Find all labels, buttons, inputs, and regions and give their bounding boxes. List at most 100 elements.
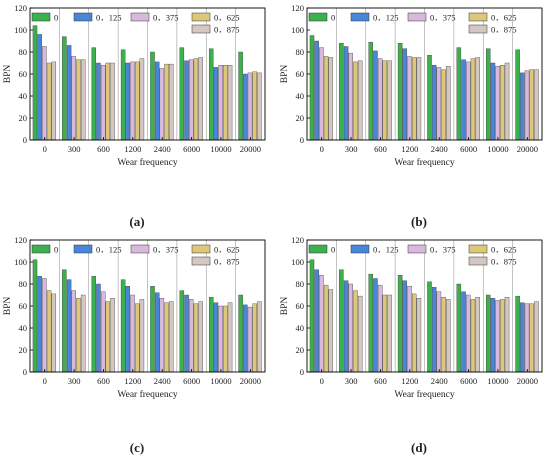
x-axis-title: Wear frequency — [117, 157, 177, 168]
bar-1200-series-2 — [407, 56, 412, 141]
bar-2400-series-1 — [431, 65, 437, 141]
bar-20000-series-4 — [257, 301, 262, 373]
bar-600-series-4 — [387, 60, 392, 141]
bar-0-series-3 — [46, 290, 52, 373]
bar-0-series-3 — [323, 284, 329, 373]
bar-0-series-0 — [32, 259, 38, 373]
bar-2400-series-2 — [436, 291, 442, 373]
y-tick-label: 0 — [300, 135, 304, 145]
bar-0-series-4 — [51, 61, 57, 141]
bar-6000-series-3 — [193, 303, 199, 373]
panel-label: (d) — [411, 440, 427, 455]
bar-600-series-0 — [91, 276, 96, 373]
x-tick-label: 0 — [320, 376, 324, 386]
bar-0-series-0 — [32, 25, 38, 141]
legend-swatch-4 — [468, 256, 488, 266]
bar-0-series-3 — [46, 62, 52, 141]
x-tick-label: 300 — [68, 144, 81, 154]
legend-label-4: 0．875 — [214, 257, 240, 267]
y-axis-title: BPN — [3, 65, 13, 84]
legend-label-2: 0．375 — [430, 13, 456, 23]
bar-600-series-4 — [110, 62, 115, 141]
y-tick-label: 100 — [291, 25, 304, 35]
bar-0-series-2 — [319, 47, 324, 141]
bar-10000-series-4 — [504, 62, 510, 141]
bar-20000-series-1 — [520, 72, 525, 141]
bar-6000-series-3 — [470, 299, 476, 373]
y-tick-label: 120 — [14, 235, 27, 245]
bar-1200-series-2 — [130, 61, 135, 141]
bar-10000-series-1 — [490, 62, 496, 141]
x-tick-label: 300 — [68, 376, 81, 386]
legend-swatch-0 — [308, 12, 328, 22]
bar-300-series-2 — [348, 283, 353, 373]
x-tick-label: 0 — [43, 376, 47, 386]
bar-10000-series-0 — [486, 294, 491, 373]
bar-0-series-1 — [37, 276, 42, 373]
bar-300-series-2 — [71, 56, 76, 141]
legend-swatch-0 — [308, 244, 328, 254]
bar-300-series-0 — [62, 269, 67, 373]
bar-6000-series-1 — [184, 60, 189, 141]
legend-label-4: 0．875 — [214, 25, 240, 35]
y-tick-label: 40 — [19, 91, 28, 101]
bar-600-series-3 — [382, 294, 388, 373]
y-tick-label: 60 — [19, 301, 28, 311]
bar-600-series-0 — [368, 41, 373, 141]
legend-label-3: 0．625 — [214, 245, 240, 255]
bar-20000-series-0 — [515, 49, 520, 141]
bar-2400-series-2 — [159, 298, 165, 373]
bar-1200-series-0 — [120, 279, 126, 373]
bar-600-series-0 — [368, 273, 373, 373]
legend: 0 0．125 0．375 0．625 0．875 — [31, 245, 240, 267]
bar-20000-series-2 — [524, 70, 530, 141]
legend-swatch-1 — [73, 12, 93, 22]
y-tick-label: 40 — [296, 323, 305, 333]
bar-2400-series-0 — [150, 286, 155, 373]
bar-20000-series-3 — [529, 69, 534, 141]
x-tick-label: 10000 — [487, 144, 508, 154]
bar-1200-series-2 — [407, 286, 412, 373]
panel-label: (b) — [411, 214, 427, 229]
bar-6000-series-1 — [461, 59, 466, 141]
x-tick-label: 20000 — [240, 144, 261, 154]
legend-label-2: 0．375 — [153, 245, 179, 255]
bar-600-series-1 — [373, 278, 378, 373]
bar-20000-series-4 — [257, 72, 262, 141]
bar-2400-series-3 — [441, 297, 446, 373]
bar-0-series-1 — [314, 269, 319, 373]
bar-6000-series-2 — [189, 59, 194, 141]
bar-2400-series-0 — [427, 281, 432, 373]
y-tick-label: 20 — [296, 345, 305, 355]
bar-600-series-1 — [96, 283, 101, 373]
legend-label-1: 0．125 — [96, 13, 122, 23]
x-tick-label: 2400 — [154, 144, 171, 154]
bar-20000-series-2 — [247, 306, 253, 373]
x-tick-label: 2400 — [431, 376, 448, 386]
bar-20000-series-3 — [252, 71, 257, 141]
bar-0-series-3 — [323, 56, 329, 141]
bar-600-series-1 — [96, 62, 101, 141]
bar-300-series-3 — [353, 61, 358, 141]
legend: 0 0．125 0．375 0．625 0．875 — [31, 12, 240, 35]
bar-0-series-0 — [309, 259, 315, 373]
bar-2400-series-2 — [436, 67, 442, 141]
y-tick-label: 0 — [23, 367, 27, 377]
bar-2400-series-1 — [154, 61, 160, 141]
bar-6000-series-4 — [198, 301, 203, 373]
bar-10000-series-2 — [495, 300, 500, 373]
bar-300-series-2 — [71, 290, 76, 373]
x-tick-label: 6000 — [460, 144, 477, 154]
bar-0-series-0 — [309, 35, 315, 141]
y-tick-label: 100 — [291, 257, 304, 267]
bar-6000-series-0 — [179, 290, 185, 373]
legend: 0 0．125 0．375 0．625 0．875 — [308, 244, 517, 267]
bar-6000-series-0 — [179, 47, 185, 141]
bar-600-series-2 — [100, 65, 106, 141]
bar-1200-series-1 — [402, 280, 408, 373]
legend-swatch-2 — [407, 12, 427, 22]
bar-2400-series-4 — [169, 301, 174, 373]
